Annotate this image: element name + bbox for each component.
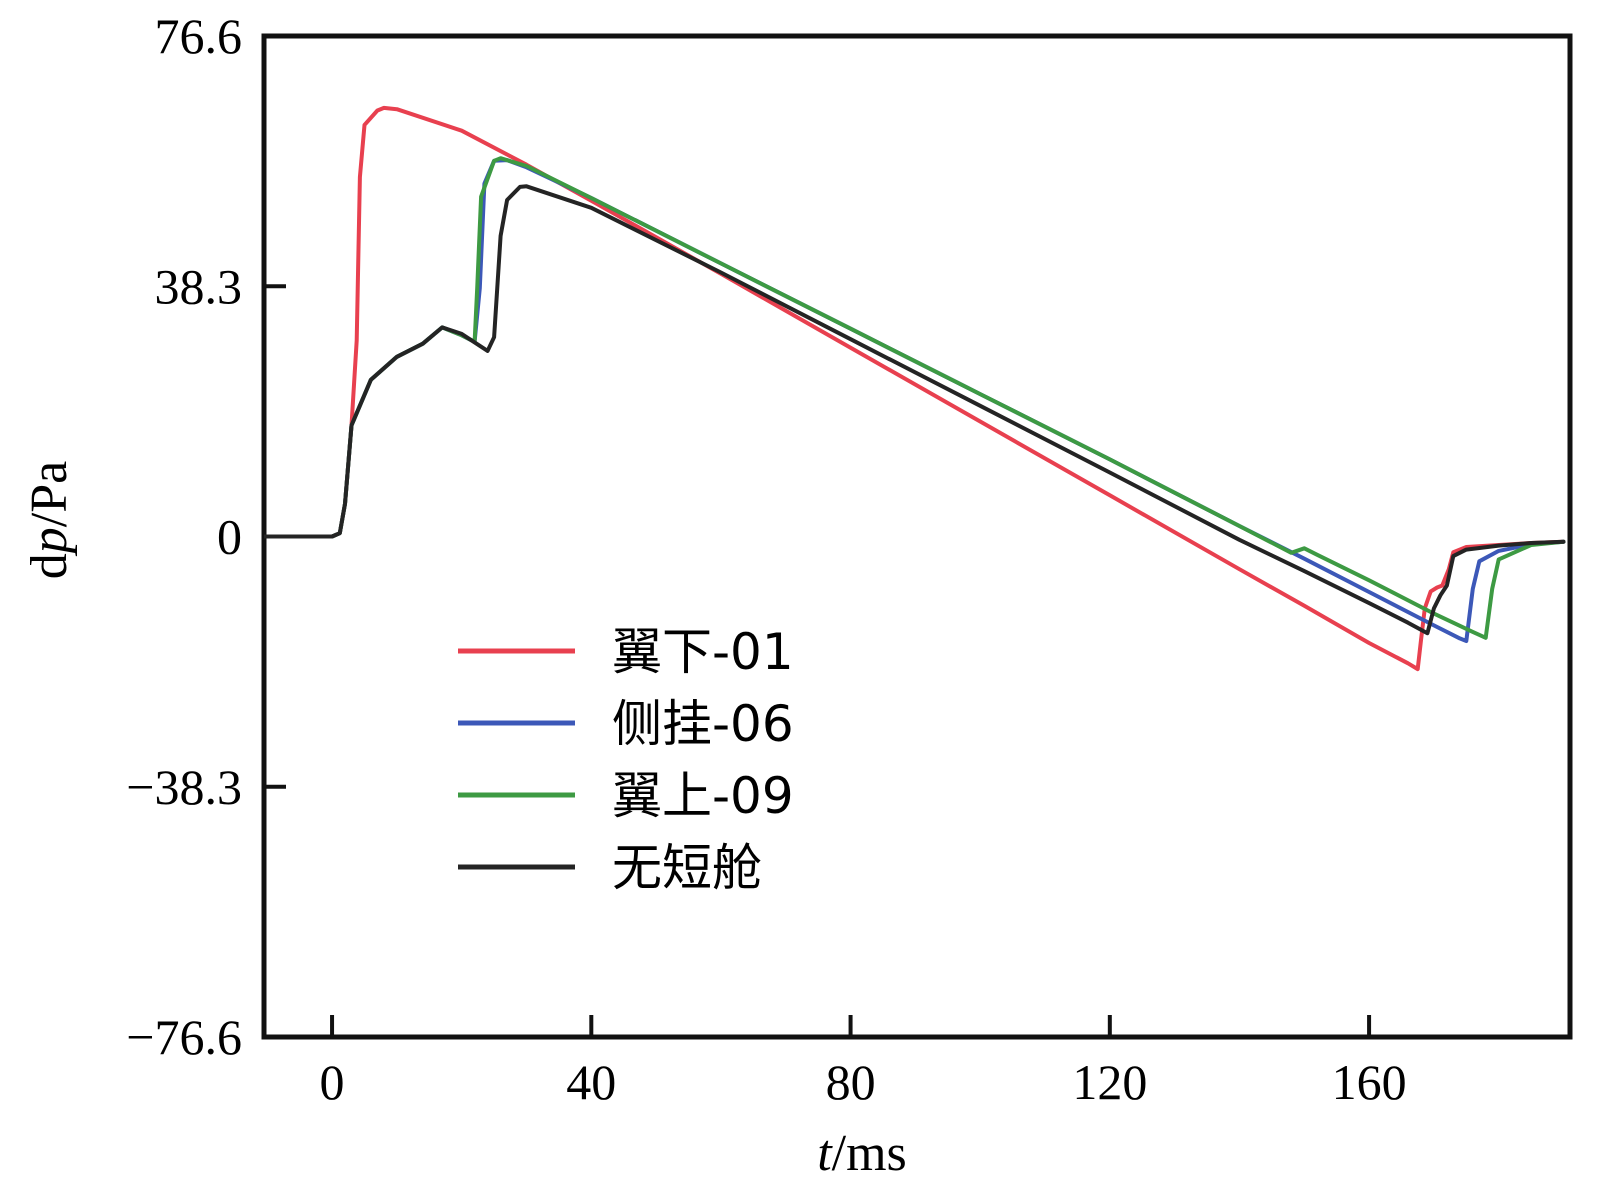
ticks: 0 40 80 120 160 76.6 38.3 0 −38.3 −76.6 <box>126 8 1406 1110</box>
y-tick-label: 38.3 <box>155 258 243 314</box>
x-tick-label: 40 <box>566 1054 616 1110</box>
series-line-2 <box>264 158 1566 643</box>
plot-frame <box>261 33 1573 1040</box>
x-tick-label: 120 <box>1072 1054 1147 1110</box>
series-line-3 <box>264 156 1566 640</box>
legend: 翼下-01 侧挂-06 翼上-09 无短舱 <box>458 623 794 897</box>
legend-label-1: 翼下-01 <box>612 623 794 681</box>
legend-label-2: 侧挂-06 <box>612 695 794 753</box>
y-tick-label: −38.3 <box>126 759 242 815</box>
x-axis-label: t/ms <box>817 1125 907 1182</box>
x-tick-label: 160 <box>1332 1054 1407 1110</box>
y-axis-label: dp/Pa <box>21 461 78 579</box>
x-tick-label: 80 <box>826 1054 876 1110</box>
y-tick-label: −76.6 <box>126 1009 242 1065</box>
legend-label-3: 翼上-09 <box>612 767 794 825</box>
y-tick-label: 76.6 <box>155 8 243 64</box>
series-lines <box>264 105 1566 672</box>
y-tick-label: 0 <box>217 509 242 565</box>
series-line-4 <box>264 184 1566 636</box>
series-line-1 <box>264 105 1566 672</box>
x-tick-label: 0 <box>320 1054 345 1110</box>
legend-label-4: 无短舱 <box>612 839 762 897</box>
